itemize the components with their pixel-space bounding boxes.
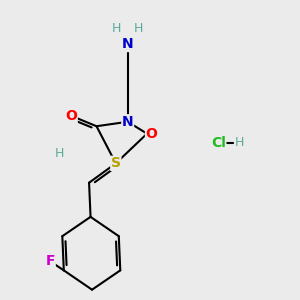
Text: H: H [112,22,122,35]
Text: O: O [65,109,77,123]
Text: S: S [111,156,121,170]
Text: N: N [122,115,134,129]
Text: H: H [55,147,64,161]
Text: O: O [146,127,158,141]
Text: Cl: Cl [211,136,226,150]
Text: H: H [134,22,143,35]
Text: N: N [122,38,134,52]
Text: H: H [235,136,244,149]
Text: F: F [46,254,55,268]
